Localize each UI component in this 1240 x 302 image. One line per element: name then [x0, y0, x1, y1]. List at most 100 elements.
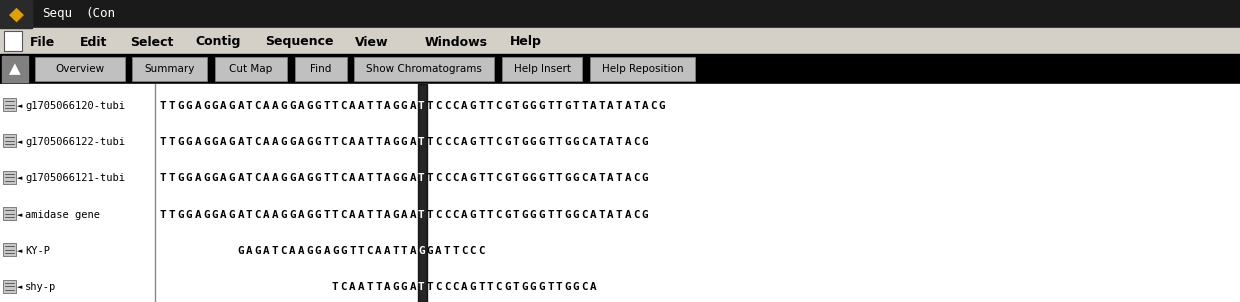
Text: C: C [341, 101, 347, 111]
Text: A: A [590, 101, 596, 111]
Text: T: T [427, 210, 433, 220]
Text: T: T [487, 282, 494, 292]
Text: T: T [487, 137, 494, 147]
Bar [4, 31, 22, 51]
Text: T: T [246, 210, 253, 220]
Text: G: G [529, 101, 536, 111]
Text: G: G [315, 173, 321, 184]
Text: G: G [564, 101, 570, 111]
Text: Help: Help [510, 36, 542, 49]
Text: G: G [392, 173, 399, 184]
Text: G: G [521, 173, 528, 184]
Text: C: C [453, 282, 459, 292]
Text: View: View [355, 36, 388, 49]
Text: g1705066120-tubi: g1705066120-tubi [25, 101, 125, 111]
Text: G: G [503, 137, 511, 147]
Text: G: G [529, 173, 536, 184]
Text: A: A [435, 246, 441, 256]
Text: C: C [280, 246, 286, 256]
Text: Sequence: Sequence [265, 36, 334, 49]
Text: C: C [496, 137, 502, 147]
Text: G: G [280, 101, 286, 111]
Text: (Con: (Con [86, 8, 115, 21]
Text: A: A [383, 210, 391, 220]
Text: G: G [401, 173, 407, 184]
Text: G: G [289, 137, 295, 147]
Text: Summary: Summary [144, 64, 195, 74]
Text: A: A [374, 246, 382, 256]
Text: G: G [229, 137, 236, 147]
Text: G: G [392, 101, 399, 111]
Text: C: C [435, 282, 441, 292]
Text: T: T [599, 101, 605, 111]
Text: G: G [315, 210, 321, 220]
Text: G: G [529, 282, 536, 292]
Text: T: T [374, 101, 382, 111]
Text: ▲: ▲ [9, 62, 21, 76]
Text: G: G [418, 246, 424, 256]
Text: C: C [254, 210, 262, 220]
Text: T: T [599, 137, 605, 147]
Text: KY-P: KY-P [25, 246, 50, 256]
Text: C: C [444, 137, 450, 147]
Text: A: A [237, 210, 244, 220]
Text: G: G [229, 101, 236, 111]
Text: A: A [590, 173, 596, 184]
Text: G: G [212, 173, 218, 184]
Bar [4, 31, 22, 51]
Bar [2, 280, 16, 293]
Text: T: T [374, 282, 382, 292]
Text: C: C [453, 137, 459, 147]
Text: shy-p: shy-p [25, 282, 56, 292]
Text: C: C [453, 173, 459, 184]
Text: G: G [641, 173, 649, 184]
Bar [353, 57, 494, 81]
Text: A: A [625, 173, 631, 184]
Text: T: T [453, 246, 459, 256]
Text: G: G [470, 282, 476, 292]
Text: G: G [186, 137, 192, 147]
Text: G: G [470, 173, 476, 184]
Text: T: T [332, 282, 339, 292]
Text: Windows: Windows [425, 36, 489, 49]
Text: G: G [186, 173, 192, 184]
Text: G: G [529, 137, 536, 147]
Text: A: A [608, 101, 614, 111]
Text: G: G [521, 101, 528, 111]
Text: A: A [358, 210, 365, 220]
Text: T: T [479, 101, 485, 111]
Text: Help Reposition: Help Reposition [601, 64, 683, 74]
Text: ◄: ◄ [17, 284, 22, 291]
Text: T: T [169, 173, 175, 184]
Text: G: G [315, 246, 321, 256]
Text: A: A [383, 246, 391, 256]
Text: G: G [503, 173, 511, 184]
Text: ◆: ◆ [9, 5, 24, 24]
Text: G: G [503, 282, 511, 292]
Bar [131, 57, 207, 81]
Text: G: G [470, 210, 476, 220]
Text: A: A [195, 101, 201, 111]
Text: A: A [263, 246, 270, 256]
Text: A: A [324, 246, 330, 256]
Text: G: G [538, 101, 544, 111]
Text: G: G [564, 282, 570, 292]
Text: A: A [608, 173, 614, 184]
Text: G: G [315, 101, 321, 111]
Text: G: G [573, 210, 579, 220]
Text: T: T [392, 246, 399, 256]
Text: G: G [538, 137, 544, 147]
Text: A: A [263, 101, 270, 111]
Text: C: C [461, 246, 467, 256]
Text: A: A [461, 210, 467, 220]
Text: Show Chromatograms: Show Chromatograms [366, 64, 482, 74]
Text: G: G [529, 210, 536, 220]
Text: G: G [503, 210, 511, 220]
Text: G: G [229, 173, 236, 184]
Text: G: G [658, 101, 666, 111]
Text: A: A [237, 173, 244, 184]
Text: G: G [186, 101, 192, 111]
Text: T: T [556, 173, 562, 184]
Text: G: G [306, 173, 312, 184]
Text: T: T [599, 173, 605, 184]
